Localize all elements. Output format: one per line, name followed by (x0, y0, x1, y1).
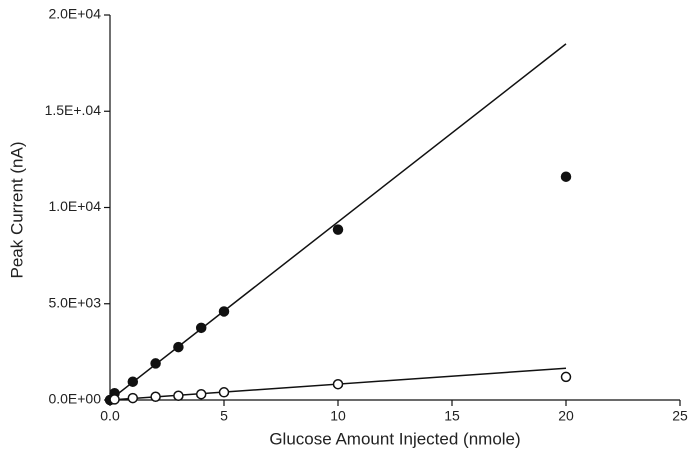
fit-line (109, 43, 567, 401)
point (173, 390, 184, 402)
y-tick-label: 1.0E+04 (48, 198, 101, 214)
point (150, 358, 161, 369)
point (218, 387, 230, 398)
point (195, 388, 207, 400)
point (560, 171, 572, 182)
y-tick-label: 5.0E+03 (48, 294, 101, 310)
x-tick-label: 5 (220, 408, 228, 424)
point (560, 371, 572, 383)
point (173, 341, 184, 353)
x-tick-label: 20 (558, 408, 574, 424)
x-axis-title: Glucose Amount Injected (nmole) (269, 429, 520, 448)
x-tick-label: 15 (444, 408, 460, 424)
y-tick-label: 1.5E+.04 (45, 102, 102, 118)
x-tick-label: 0.0 (100, 408, 120, 424)
x-tick-label: 25 (672, 408, 688, 424)
point (109, 394, 120, 405)
point (195, 322, 207, 334)
y-tick-label: 0.0E+00 (48, 391, 101, 407)
y-axis-title: Peak Current (nA) (7, 142, 26, 279)
y-tick-label: 2.0E+04 (48, 6, 101, 22)
point (332, 224, 344, 235)
point (332, 378, 344, 390)
point (127, 376, 139, 387)
point (127, 392, 139, 404)
point (218, 306, 230, 317)
x-tick-label: 10 (330, 408, 346, 424)
point (150, 391, 161, 402)
